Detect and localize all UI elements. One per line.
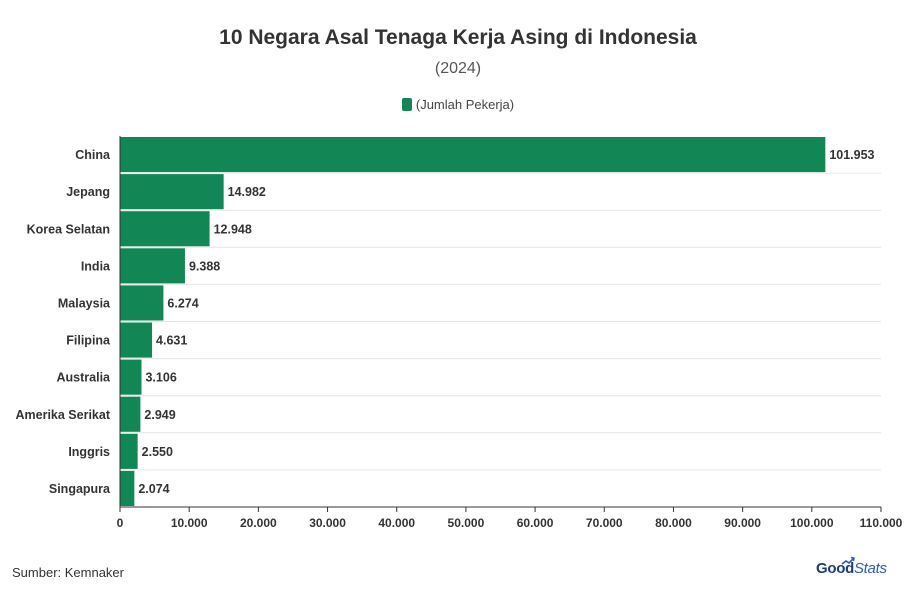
value-label: 4.631 <box>156 334 187 348</box>
category-label: Inggris <box>68 445 110 459</box>
x-tick-label: 90.000 <box>724 516 761 530</box>
category-label: Australia <box>57 371 112 385</box>
x-tick-label: 0 <box>117 516 124 530</box>
value-label: 2.949 <box>144 408 175 422</box>
value-label: 6.274 <box>167 296 198 310</box>
bar <box>120 359 142 395</box>
value-label: 12.948 <box>214 222 252 236</box>
category-label: India <box>81 259 111 273</box>
bar <box>120 137 826 173</box>
source-note: Sumber: Kemnaker <box>12 565 124 580</box>
value-label: 101.953 <box>829 148 874 162</box>
bar <box>120 174 224 210</box>
category-label: Malaysia <box>58 296 111 310</box>
x-tick-label: 50.000 <box>448 516 485 530</box>
category-label: China <box>75 148 111 162</box>
legend-swatch <box>401 98 412 111</box>
chart-subtitle: (2024) <box>434 60 482 77</box>
value-label: 2.550 <box>142 445 173 459</box>
x-tick-label: 20.000 <box>240 516 277 530</box>
bar <box>120 285 164 321</box>
category-label: Singapura <box>49 482 111 496</box>
x-tick-label: 30.000 <box>309 516 346 530</box>
value-label: 9.388 <box>189 259 220 273</box>
x-tick-label: 40.000 <box>378 516 415 530</box>
bar <box>120 248 185 284</box>
growth-arrow-icon <box>841 556 855 565</box>
legend: (Jumlah Pekerja) <box>0 97 916 112</box>
value-label: 3.106 <box>145 371 176 385</box>
legend-label: (Jumlah Pekerja) <box>415 97 515 112</box>
category-label: Korea Selatan <box>27 222 110 236</box>
x-tick-label: 80.000 <box>655 516 692 530</box>
bar <box>120 396 141 432</box>
x-tick-label: 110.000 <box>860 516 903 530</box>
x-tick-label: 100.000 <box>790 516 834 530</box>
bar <box>120 433 138 469</box>
x-tick-label: 10.000 <box>171 516 208 530</box>
goodstats-logo: GoodStats <box>816 560 887 577</box>
category-label: Filipina <box>66 334 111 348</box>
logo-good-text: Good <box>816 560 854 577</box>
bar <box>120 322 153 358</box>
x-tick-label: 70.000 <box>586 516 623 530</box>
x-tick-label: 60.000 <box>517 516 554 530</box>
value-label: 14.982 <box>228 185 266 199</box>
bar <box>120 470 135 506</box>
bar <box>120 211 210 247</box>
category-label: Amerika Serikat <box>15 408 110 422</box>
chart-title: 10 Negara Asal Tenaga Kerja Asing di Ind… <box>219 26 697 49</box>
category-label: Jepang <box>66 185 110 199</box>
value-label: 2.074 <box>138 482 169 496</box>
logo-stats-text: Stats <box>853 560 887 577</box>
